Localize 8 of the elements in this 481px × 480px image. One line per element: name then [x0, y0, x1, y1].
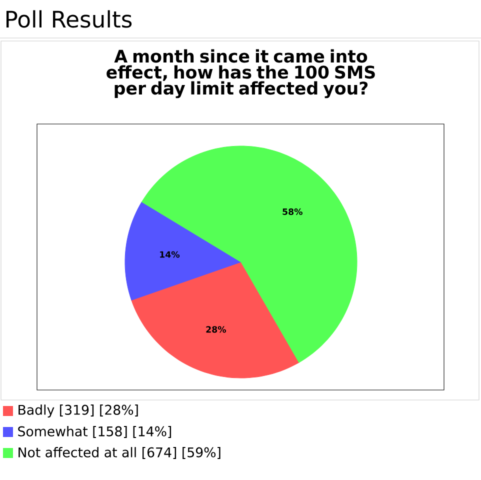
- legend-label: Badly [319] [28%]: [18, 404, 138, 418]
- data-label: 28%: [206, 326, 226, 333]
- legend-label: Not affected at all [674] [59%]: [18, 447, 220, 459]
- data-label: 14%: [160, 251, 180, 258]
- chart-title: Poll Results: [6, 10, 132, 28]
- data-label: 58%: [282, 208, 302, 215]
- chart-subtitle: A month since it came into effect, how has the 100 SMS per day limit affected you?: [106, 49, 375, 98]
- legend-label: Somewhat [158] [14%]: [18, 426, 172, 438]
